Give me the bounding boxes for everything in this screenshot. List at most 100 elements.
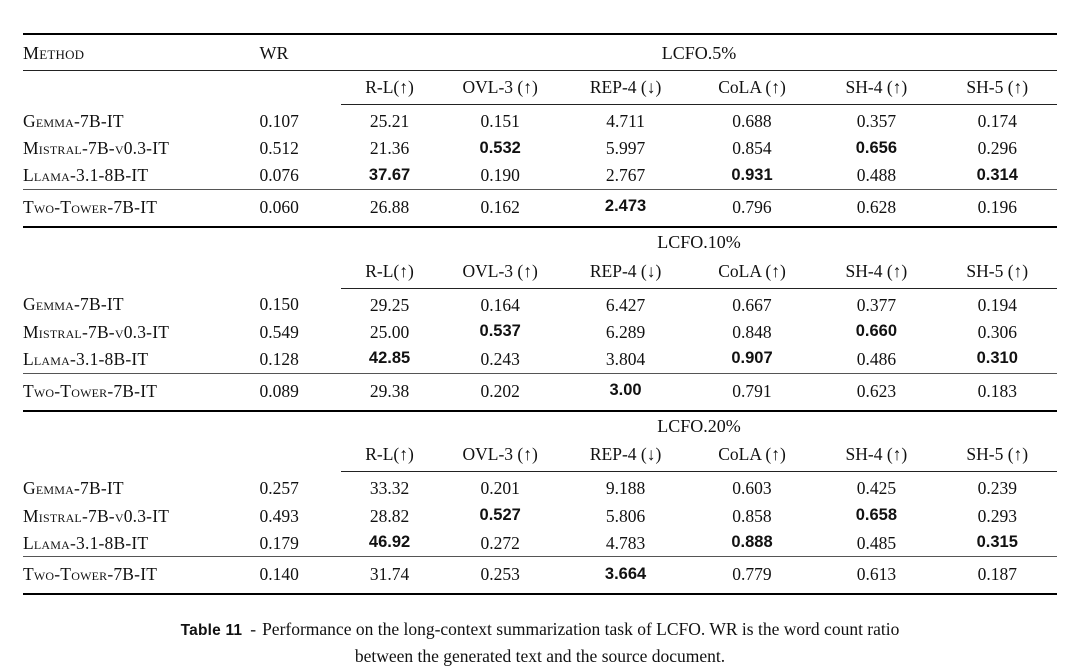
metric-cell: 25.00 — [369, 321, 410, 342]
table-row: Gemma-7B-IT 0.107 25.21 0.151 4.711 0.688 0.35… — [23, 104, 1057, 134]
metric-column-header: OVL-3 (↑) — [437, 254, 563, 289]
table-row: Two-Tower-7B-IT 0.140 31.74 0.253 3.664 0.779… — [23, 556, 1057, 595]
metric-cell: 42.85 — [368, 349, 411, 368]
metric-cell: 0.196 — [937, 188, 1057, 227]
caption-table-number: Table 11 — [180, 622, 243, 639]
metric-cell: 0.194 — [977, 294, 1017, 315]
metric-cell: 0.174 — [977, 110, 1017, 131]
metric-cell: 37.67 — [368, 165, 411, 184]
method-cell: Gemma-7B-IT — [23, 110, 124, 131]
method-cell: Mistral-7B-v0.3-IT — [23, 505, 170, 526]
metric-cell: 0.931 — [731, 165, 773, 184]
wr-cell: 0.107 — [259, 110, 299, 131]
wr-cell: 0.089 — [259, 372, 342, 411]
wr-cell: 0.549 — [259, 321, 299, 342]
metric-cell: 0.488 — [856, 165, 897, 186]
results-table-body: Method WR LCFO.5% R-L(↑) OVL-3 (↑) REP-4 (↓) C… — [23, 34, 1057, 595]
metric-column-header: CoLA (↑) — [688, 254, 816, 289]
metric-cell: 25.21 — [369, 110, 410, 131]
metric-column-header: CoLA (↑) — [688, 70, 816, 105]
metric-column-header: REP-4 (↓) — [562, 438, 689, 473]
metric-cell: 5.997 — [605, 137, 646, 158]
metric-cell: 33.32 — [369, 478, 410, 499]
metric-cell: 31.74 — [341, 556, 438, 595]
metric-column-header: OVL-3 (↑) — [437, 438, 563, 473]
empty-cell — [23, 438, 260, 472]
wr-cell: 0.076 — [259, 165, 299, 186]
metric-cell: 2.473 — [562, 188, 689, 227]
table-caption: Table 11- Performance on the long-context… — [0, 616, 1080, 668]
method-cell: Two-Tower-7B-IT — [23, 556, 260, 595]
metric-cell: 0.848 — [732, 321, 772, 342]
metric-cell: 0.306 — [977, 321, 1017, 342]
wr-cell: 0.128 — [259, 348, 299, 369]
table-row: Two-Tower-7B-IT 0.089 29.38 0.202 3.00 0.791 0… — [23, 372, 1057, 411]
metric-cell: 46.92 — [368, 533, 411, 552]
wr-cell: 0.150 — [259, 294, 299, 315]
wr-cell: 0.179 — [259, 532, 299, 553]
metric-cell: 0.907 — [731, 349, 773, 368]
metric-cell: 0.310 — [976, 349, 1018, 368]
metric-column-header: SH-4 (↑) — [815, 438, 938, 473]
metric-cell: 0.537 — [479, 322, 521, 341]
method-cell: Mistral-7B-v0.3-IT — [23, 137, 170, 158]
metric-cell: 0.162 — [437, 188, 563, 227]
metric-cell: 3.00 — [562, 372, 689, 411]
table-row: Mistral-7B-v0.3-IT 0.493 28.82 0.527 5.806 0.… — [23, 502, 1057, 529]
metric-cell: 0.658 — [855, 506, 898, 525]
metric-cell: 0.314 — [976, 165, 1018, 184]
empty-cell — [23, 225, 260, 255]
method-cell: Gemma-7B-IT — [23, 294, 124, 315]
metric-cell: 9.188 — [605, 478, 646, 499]
metric-cell: 0.202 — [437, 372, 563, 411]
wr-cell: 0.060 — [259, 188, 342, 227]
metric-column-header: CoLA (↑) — [688, 438, 816, 473]
group-label-cell: LCFO.20% — [341, 409, 1057, 439]
wr-cell: 0.140 — [259, 556, 342, 595]
metric-column-header: SH-4 (↑) — [815, 254, 938, 289]
table-row: Llama-3.1-8B-IT 0.076 37.67 0.190 2.767 0.931… — [23, 162, 1057, 190]
metric-cell: 2.767 — [605, 165, 646, 186]
metric-cell: 0.357 — [856, 110, 897, 131]
metric-cell: 0.315 — [976, 533, 1018, 552]
metric-column-header: OVL-3 (↑) — [437, 70, 563, 105]
metric-cell: 26.88 — [341, 188, 438, 227]
caption-separator: - — [250, 619, 257, 639]
metric-cell: 0.187 — [937, 556, 1057, 595]
empty-cell — [23, 70, 260, 104]
metric-cell: 0.623 — [815, 372, 938, 411]
wr-cell: 0.257 — [259, 478, 299, 499]
metric-column-header: SH-5 (↑) — [937, 438, 1057, 473]
metric-cell: 0.272 — [480, 532, 520, 553]
group-header-row: Method WR LCFO.5% — [23, 34, 1057, 71]
caption-line-2: between the generated text and the sourc… — [354, 646, 726, 667]
metric-column-header: R-L(↑) — [341, 70, 438, 105]
metric-cell: 0.791 — [688, 372, 816, 411]
metric-cell: 0.485 — [856, 532, 897, 553]
metric-cell: 28.82 — [369, 505, 410, 526]
results-table: Method WR LCFO.5% R-L(↑) OVL-3 (↑) REP-4 (↓) C… — [23, 33, 1057, 596]
metric-cell: 0.527 — [479, 506, 521, 525]
metric-cell: 0.667 — [732, 294, 772, 315]
metric-cell: 0.243 — [480, 348, 520, 369]
empty-cell — [260, 255, 342, 289]
table-row: Two-Tower-7B-IT 0.060 26.88 0.162 2.473 0.796… — [23, 188, 1057, 227]
group-header-row: LCFO.10% — [23, 225, 1057, 255]
metric-cell: 0.296 — [977, 137, 1017, 158]
metric-cell: 3.664 — [562, 556, 689, 595]
metric-cell: 0.201 — [480, 478, 520, 499]
metric-cell: 5.806 — [605, 505, 646, 526]
group-label-cell: LCFO.10% — [341, 225, 1057, 255]
metric-header-row: R-L(↑) OVL-3 (↑) REP-4 (↓) CoLA (↑) SH-4 (↑)… — [23, 438, 1057, 473]
empty-cell — [259, 409, 342, 439]
metric-cell: 0.164 — [480, 294, 520, 315]
method-cell: Gemma-7B-IT — [23, 478, 124, 499]
metric-column-header: SH-5 (↑) — [937, 70, 1057, 105]
table-row: Llama-3.1-8B-IT 0.128 42.85 0.243 3.804 0.907… — [23, 345, 1057, 373]
metric-cell: 0.183 — [937, 372, 1057, 411]
metric-cell: 0.628 — [815, 188, 938, 227]
metric-column-header: REP-4 (↓) — [562, 70, 689, 105]
wr-cell: 0.493 — [259, 505, 299, 526]
empty-cell — [260, 70, 342, 104]
